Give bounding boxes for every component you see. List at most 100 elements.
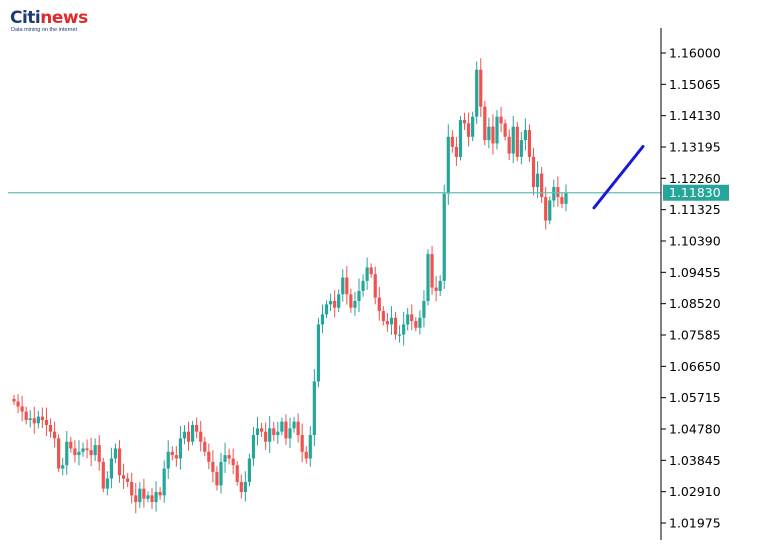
candle [158,487,162,500]
candle-body [442,193,446,281]
candle [93,438,97,462]
candle-body [377,297,381,312]
candle [211,450,215,483]
candle-body [544,197,548,221]
candle [527,124,532,163]
candle-body [499,116,503,124]
y-axis-ticks: 1.16000 1.15065 1.14130 1.13195 1.12260 1.113… [661,46,721,531]
candle-body [402,324,406,335]
candle [264,422,268,450]
candle [109,447,114,489]
candle [442,184,446,290]
candle [475,61,479,125]
candle [507,129,511,161]
candle [239,474,243,499]
candle-body [121,475,126,479]
candle [40,407,45,429]
candle-body [28,418,32,420]
candle [450,130,454,153]
candle-body [296,421,300,436]
candle-body [65,441,69,466]
candle [560,192,564,209]
candle [511,116,515,164]
candle-body [73,448,77,456]
candle [373,266,377,305]
candle-body [552,187,556,201]
candle-body [365,267,369,281]
y-tick-label: 1.02910 [669,484,721,499]
candle [207,443,211,470]
candle-body [223,455,227,462]
candle-body [369,267,373,275]
candle-body [190,424,195,442]
y-tick-label: 1.15065 [669,77,721,92]
candle [540,167,544,203]
candle-body [312,381,316,436]
candle [300,423,304,463]
candle [73,440,77,463]
candle-body [337,294,341,308]
candle [251,426,256,466]
candle-body [77,451,81,456]
candle [199,420,203,452]
y-tick-label: 1.12260 [669,171,721,186]
candle-body [61,465,65,469]
candle [85,439,89,459]
candle [16,394,20,414]
candle [117,440,122,483]
candle [308,425,312,467]
candle-body [126,478,130,482]
candle-body [211,461,215,472]
candle-body [397,334,402,336]
candle-body [426,254,430,301]
candle [268,415,272,453]
candle-body [199,431,203,442]
candle [215,466,219,491]
candle-body [146,495,150,499]
candle [345,265,349,305]
candle [255,416,260,446]
candle-body [385,321,390,325]
candle-body [150,495,154,503]
candle-body [288,428,292,439]
candle [503,119,507,141]
candle [349,288,353,313]
candle [535,161,540,199]
candle [458,116,463,161]
candle-body [203,441,207,452]
candle [162,460,166,503]
candle [77,440,81,466]
candle [105,471,109,496]
candle [36,410,40,429]
candle-body [40,416,45,420]
candle [65,431,69,475]
candle [328,293,333,311]
candle-body [101,461,105,489]
candle-body [276,431,280,436]
y-tick-label: 1.04780 [669,422,721,437]
candle-body [48,424,53,432]
candle [126,472,130,488]
candle-body [154,492,158,503]
candle [52,421,57,448]
candle [430,245,434,295]
candle-body [36,416,40,424]
candle-body [349,294,353,308]
candle-body [117,448,122,476]
candle-body [134,495,138,503]
candle [564,184,568,212]
y-tick-label: 1.14130 [669,108,721,123]
candle-body [450,136,454,147]
y-tick-label: 1.16000 [669,46,721,61]
logo-wordmark: Citinews [10,8,88,28]
candle-body [227,455,231,459]
citinews-logo: Citinews Data mining on the internet [10,8,150,38]
candle-body [268,428,272,442]
candle-body [52,431,57,439]
candle [186,421,191,451]
candle [121,463,126,490]
candle [556,176,560,207]
candle-body [308,435,312,459]
candle [369,263,373,278]
candle-body [178,438,183,459]
